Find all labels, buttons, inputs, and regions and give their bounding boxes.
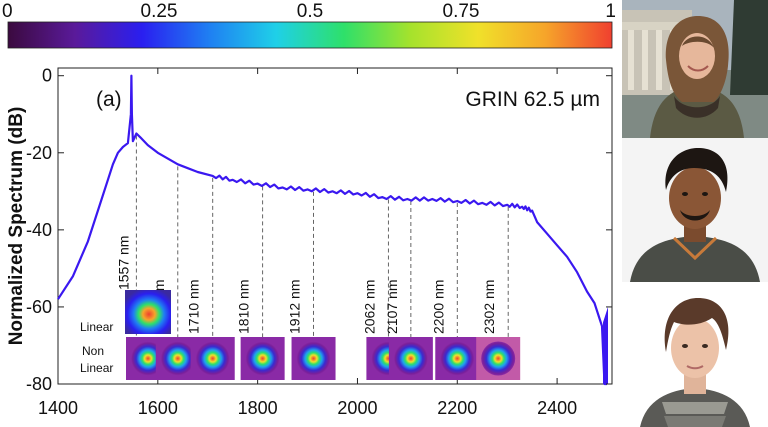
y-axis: 0 -20 -40 -60 -80 [26,66,612,394]
wavelength-label: 1810 nm [236,280,252,334]
beam-profile-spot [481,341,516,376]
y-tick-label: 0 [42,66,52,86]
beam-profile-nonlinear [240,337,285,380]
beam-profile-spot [440,341,475,376]
beam-profiles-nonlinear [126,337,521,380]
x-tick-label: 2000 [337,398,377,418]
beam-profile-spot [160,341,195,376]
beam-profile-spot [296,341,331,376]
photo-man [622,138,768,282]
beam-profile-nonlinear [190,337,235,380]
wavelength-label: 1710 nm [186,280,202,334]
beam-profile-spot [393,341,428,376]
y-axis-label: Normalized Spectrum (dB) [6,107,27,346]
beam-profile-nonlinear [291,337,336,380]
wavelength-label: 1912 nm [287,280,303,334]
y-tick-label: -40 [26,220,52,240]
wavelength-label: 2200 nm [430,280,446,334]
y-tick-label: -60 [26,297,52,317]
colorbar-tick-labels: 0 0.25 0.5 0.75 1 [2,1,616,22]
colorbar-tick-label: 0.25 [141,1,178,22]
beam-profile-nonlinear [476,337,521,380]
beam-profile-nonlinear [435,337,480,380]
x-tick-label: 2400 [537,398,577,418]
x-tick-label: 2200 [437,398,477,418]
spectrum-line [57,74,607,386]
wavelength-label: 2302 nm [481,280,497,334]
wavelength-label: 2062 nm [361,280,377,334]
y-tick-label: -20 [26,143,52,163]
y-tick-label: -80 [26,374,52,394]
spectrum-chart: 0 0.25 0.5 0.75 1 1400 1600 1800 2000 2200 2400 0… [2,1,616,418]
colorbar-tick-label: 0 [2,1,13,22]
colorbar-tick-label: 0.75 [443,1,480,22]
colorbar: 0 0.25 0.5 0.75 1 [2,1,616,49]
wavelength-label: 2107 nm [384,280,400,334]
x-tick-label: 1800 [238,398,278,418]
photo-woman-short-hair [622,282,768,427]
x-tick-label: 1400 [38,398,78,418]
colorbar-fill [7,21,613,49]
beam-profile-spot [195,341,230,376]
spectrum-noise-tail [603,306,609,384]
chart-title: GRIN 62.5 µm [465,88,600,111]
wavelength-label: 1557 nm [115,236,131,290]
beam-profile-spot [245,341,280,376]
plot-area [57,67,613,385]
colorbar-tick-label: 0.5 [297,1,323,22]
row-label-nonlinear: Non Linear [80,344,113,375]
x-tick-label: 1600 [138,398,178,418]
panel-label: (a) [96,88,122,111]
beam-profile-nonlinear [388,337,433,380]
colorbar-tick-label: 1 [605,1,616,22]
row-label-linear: Linear [80,320,113,334]
photo-woman-building [622,0,768,138]
beam-profile-linear [125,290,171,334]
